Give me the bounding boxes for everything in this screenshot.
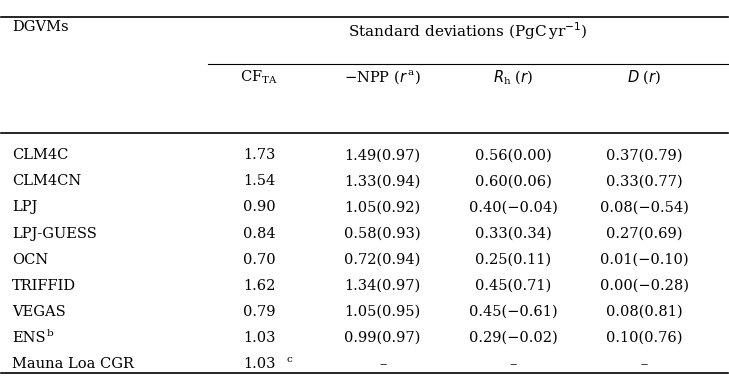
- Text: 1.73: 1.73: [243, 148, 276, 162]
- Text: 0.40(−0.04): 0.40(−0.04): [469, 200, 558, 214]
- Text: 0.27(0.69): 0.27(0.69): [606, 227, 682, 240]
- Text: 1.05(0.92): 1.05(0.92): [345, 200, 421, 214]
- Text: 0.33(0.34): 0.33(0.34): [475, 227, 552, 240]
- Text: LPJ: LPJ: [12, 200, 38, 214]
- Text: 1.62: 1.62: [243, 279, 276, 293]
- Text: –: –: [510, 357, 517, 371]
- Text: b: b: [47, 329, 53, 338]
- Text: 0.99(0.97): 0.99(0.97): [345, 331, 421, 345]
- Text: DGVMs: DGVMs: [12, 20, 69, 35]
- Text: 0.01(−0.10): 0.01(−0.10): [600, 253, 688, 266]
- Text: 1.34(0.97): 1.34(0.97): [345, 279, 421, 293]
- Text: 0.29(−0.02): 0.29(−0.02): [469, 331, 558, 345]
- Text: $R_{\mathregular{h}}$ ($r$): $R_{\mathregular{h}}$ ($r$): [494, 68, 534, 86]
- Text: 0.60(0.06): 0.60(0.06): [475, 174, 552, 188]
- Text: 1.49(0.97): 1.49(0.97): [345, 148, 421, 162]
- Text: 0.37(0.79): 0.37(0.79): [606, 148, 682, 162]
- Text: 0.79: 0.79: [243, 305, 276, 319]
- Text: c: c: [286, 355, 292, 364]
- Text: $-$NPP ($r\,^{\mathregular{a}}$): $-$NPP ($r\,^{\mathregular{a}}$): [344, 68, 421, 86]
- Text: 1.05(0.95): 1.05(0.95): [345, 305, 421, 319]
- Text: LPJ-GUESS: LPJ-GUESS: [12, 227, 97, 240]
- Text: Mauna Loa CGR: Mauna Loa CGR: [12, 357, 134, 371]
- Text: Standard deviations (PgC$\,$yr$^{-1}$): Standard deviations (PgC$\,$yr$^{-1}$): [348, 20, 588, 42]
- Text: 0.72(0.94): 0.72(0.94): [345, 253, 421, 266]
- Text: 0.00(−0.28): 0.00(−0.28): [599, 279, 689, 293]
- Text: 0.45(−0.61): 0.45(−0.61): [469, 305, 558, 319]
- Text: 1.33(0.94): 1.33(0.94): [345, 174, 421, 188]
- Text: –: –: [379, 357, 386, 371]
- Text: $D$ ($r$): $D$ ($r$): [627, 68, 661, 86]
- Text: 0.33(0.77): 0.33(0.77): [606, 174, 682, 188]
- Text: 0.58(0.93): 0.58(0.93): [344, 227, 421, 240]
- Text: 0.10(0.76): 0.10(0.76): [606, 331, 682, 345]
- Text: CLM4CN: CLM4CN: [12, 174, 82, 188]
- Text: 1.54: 1.54: [243, 174, 276, 188]
- Text: CF$_{\mathregular{TA}}$: CF$_{\mathregular{TA}}$: [241, 68, 278, 86]
- Text: 0.45(0.71): 0.45(0.71): [475, 279, 552, 293]
- Text: 1.03: 1.03: [243, 331, 276, 345]
- Text: 0.25(0.11): 0.25(0.11): [475, 253, 551, 266]
- Text: 0.08(−0.54): 0.08(−0.54): [600, 200, 688, 214]
- Text: ENS: ENS: [12, 331, 46, 345]
- Text: 0.84: 0.84: [243, 227, 276, 240]
- Text: VEGAS: VEGAS: [12, 305, 66, 319]
- Text: 1.03: 1.03: [243, 357, 276, 371]
- Text: OCN: OCN: [12, 253, 49, 266]
- Text: TRIFFID: TRIFFID: [12, 279, 77, 293]
- Text: CLM4C: CLM4C: [12, 148, 69, 162]
- Text: 0.56(0.00): 0.56(0.00): [475, 148, 552, 162]
- Text: 0.90: 0.90: [243, 200, 276, 214]
- Text: –: –: [640, 357, 648, 371]
- Text: 0.70: 0.70: [243, 253, 276, 266]
- Text: 0.08(0.81): 0.08(0.81): [606, 305, 682, 319]
